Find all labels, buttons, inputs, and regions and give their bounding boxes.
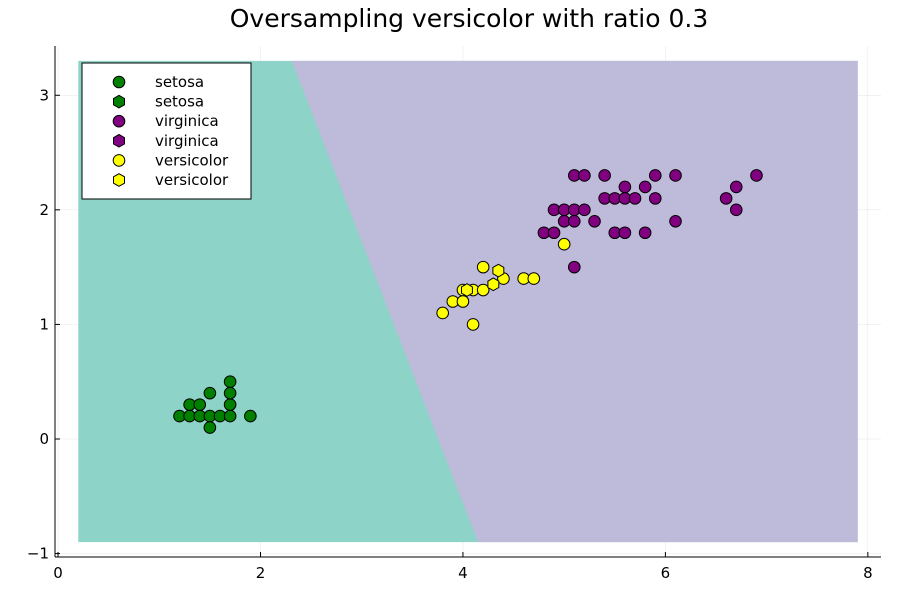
data-point xyxy=(476,260,490,274)
y-tick-label: −1 xyxy=(27,545,49,563)
data-point xyxy=(547,226,561,240)
data-point xyxy=(461,283,473,297)
legend-marker xyxy=(112,114,126,128)
data-point xyxy=(223,398,237,411)
chart-title: Oversampling versicolor with ratio 0.3 xyxy=(230,4,709,33)
series-setosa-circle xyxy=(173,375,257,434)
y-tick-label: 1 xyxy=(39,315,49,333)
x-tick-label: 0 xyxy=(53,564,63,582)
x-tick-label: 8 xyxy=(863,564,873,582)
series-versicolor-hexagon xyxy=(461,263,505,297)
data-point xyxy=(492,263,505,278)
data-point xyxy=(476,283,490,297)
y-tick-label: 0 xyxy=(39,430,49,448)
legend-marker xyxy=(112,154,126,167)
y-tick-label: 3 xyxy=(39,86,49,104)
data-point xyxy=(244,409,257,423)
data-point xyxy=(638,180,652,194)
legend-label: versicolor xyxy=(155,151,229,169)
data-point xyxy=(466,318,480,331)
x-tick-label: 6 xyxy=(661,564,671,582)
legend-marker xyxy=(113,133,125,148)
legend-marker xyxy=(113,94,125,109)
legend-box xyxy=(81,62,252,200)
data-point xyxy=(567,260,581,274)
data-point xyxy=(193,398,207,411)
y-tick-label: 2 xyxy=(39,201,49,219)
x-tick-label: 4 xyxy=(458,564,468,582)
data-point xyxy=(527,272,541,285)
x-tick-label: 2 xyxy=(256,564,266,582)
legend-label: virginica xyxy=(155,132,219,150)
legend-label: setosa xyxy=(155,73,204,91)
data-point xyxy=(638,226,652,240)
data-point xyxy=(669,214,682,228)
legend-label: versicolor xyxy=(155,171,229,189)
data-point xyxy=(648,192,662,205)
data-point xyxy=(750,169,763,182)
data-point xyxy=(203,421,217,434)
data-point xyxy=(578,169,591,182)
data-point xyxy=(719,192,733,205)
data-point xyxy=(578,203,591,217)
data-point xyxy=(436,306,449,320)
data-point xyxy=(223,386,237,400)
data-point xyxy=(487,277,500,292)
data-point xyxy=(203,386,217,400)
data-point xyxy=(588,214,601,228)
data-point xyxy=(618,180,632,194)
legend-marker xyxy=(113,173,125,187)
legend-label: virginica xyxy=(155,112,219,130)
data-point xyxy=(223,375,237,389)
legend: setosasetosavirginicavirginicaversicolor… xyxy=(81,62,252,200)
data-point xyxy=(557,237,571,251)
data-point xyxy=(223,409,237,423)
series-virginica-circle xyxy=(537,169,763,274)
data-point xyxy=(669,169,682,182)
data-point xyxy=(648,169,662,182)
data-point xyxy=(567,214,581,228)
decision-region-other xyxy=(291,60,858,543)
legend-label: setosa xyxy=(155,93,204,111)
data-point xyxy=(729,180,743,194)
data-point xyxy=(628,192,642,205)
data-point xyxy=(618,226,632,240)
data-point xyxy=(598,169,611,182)
data-point xyxy=(729,203,743,217)
data-point xyxy=(456,295,470,308)
legend-marker xyxy=(112,75,126,89)
